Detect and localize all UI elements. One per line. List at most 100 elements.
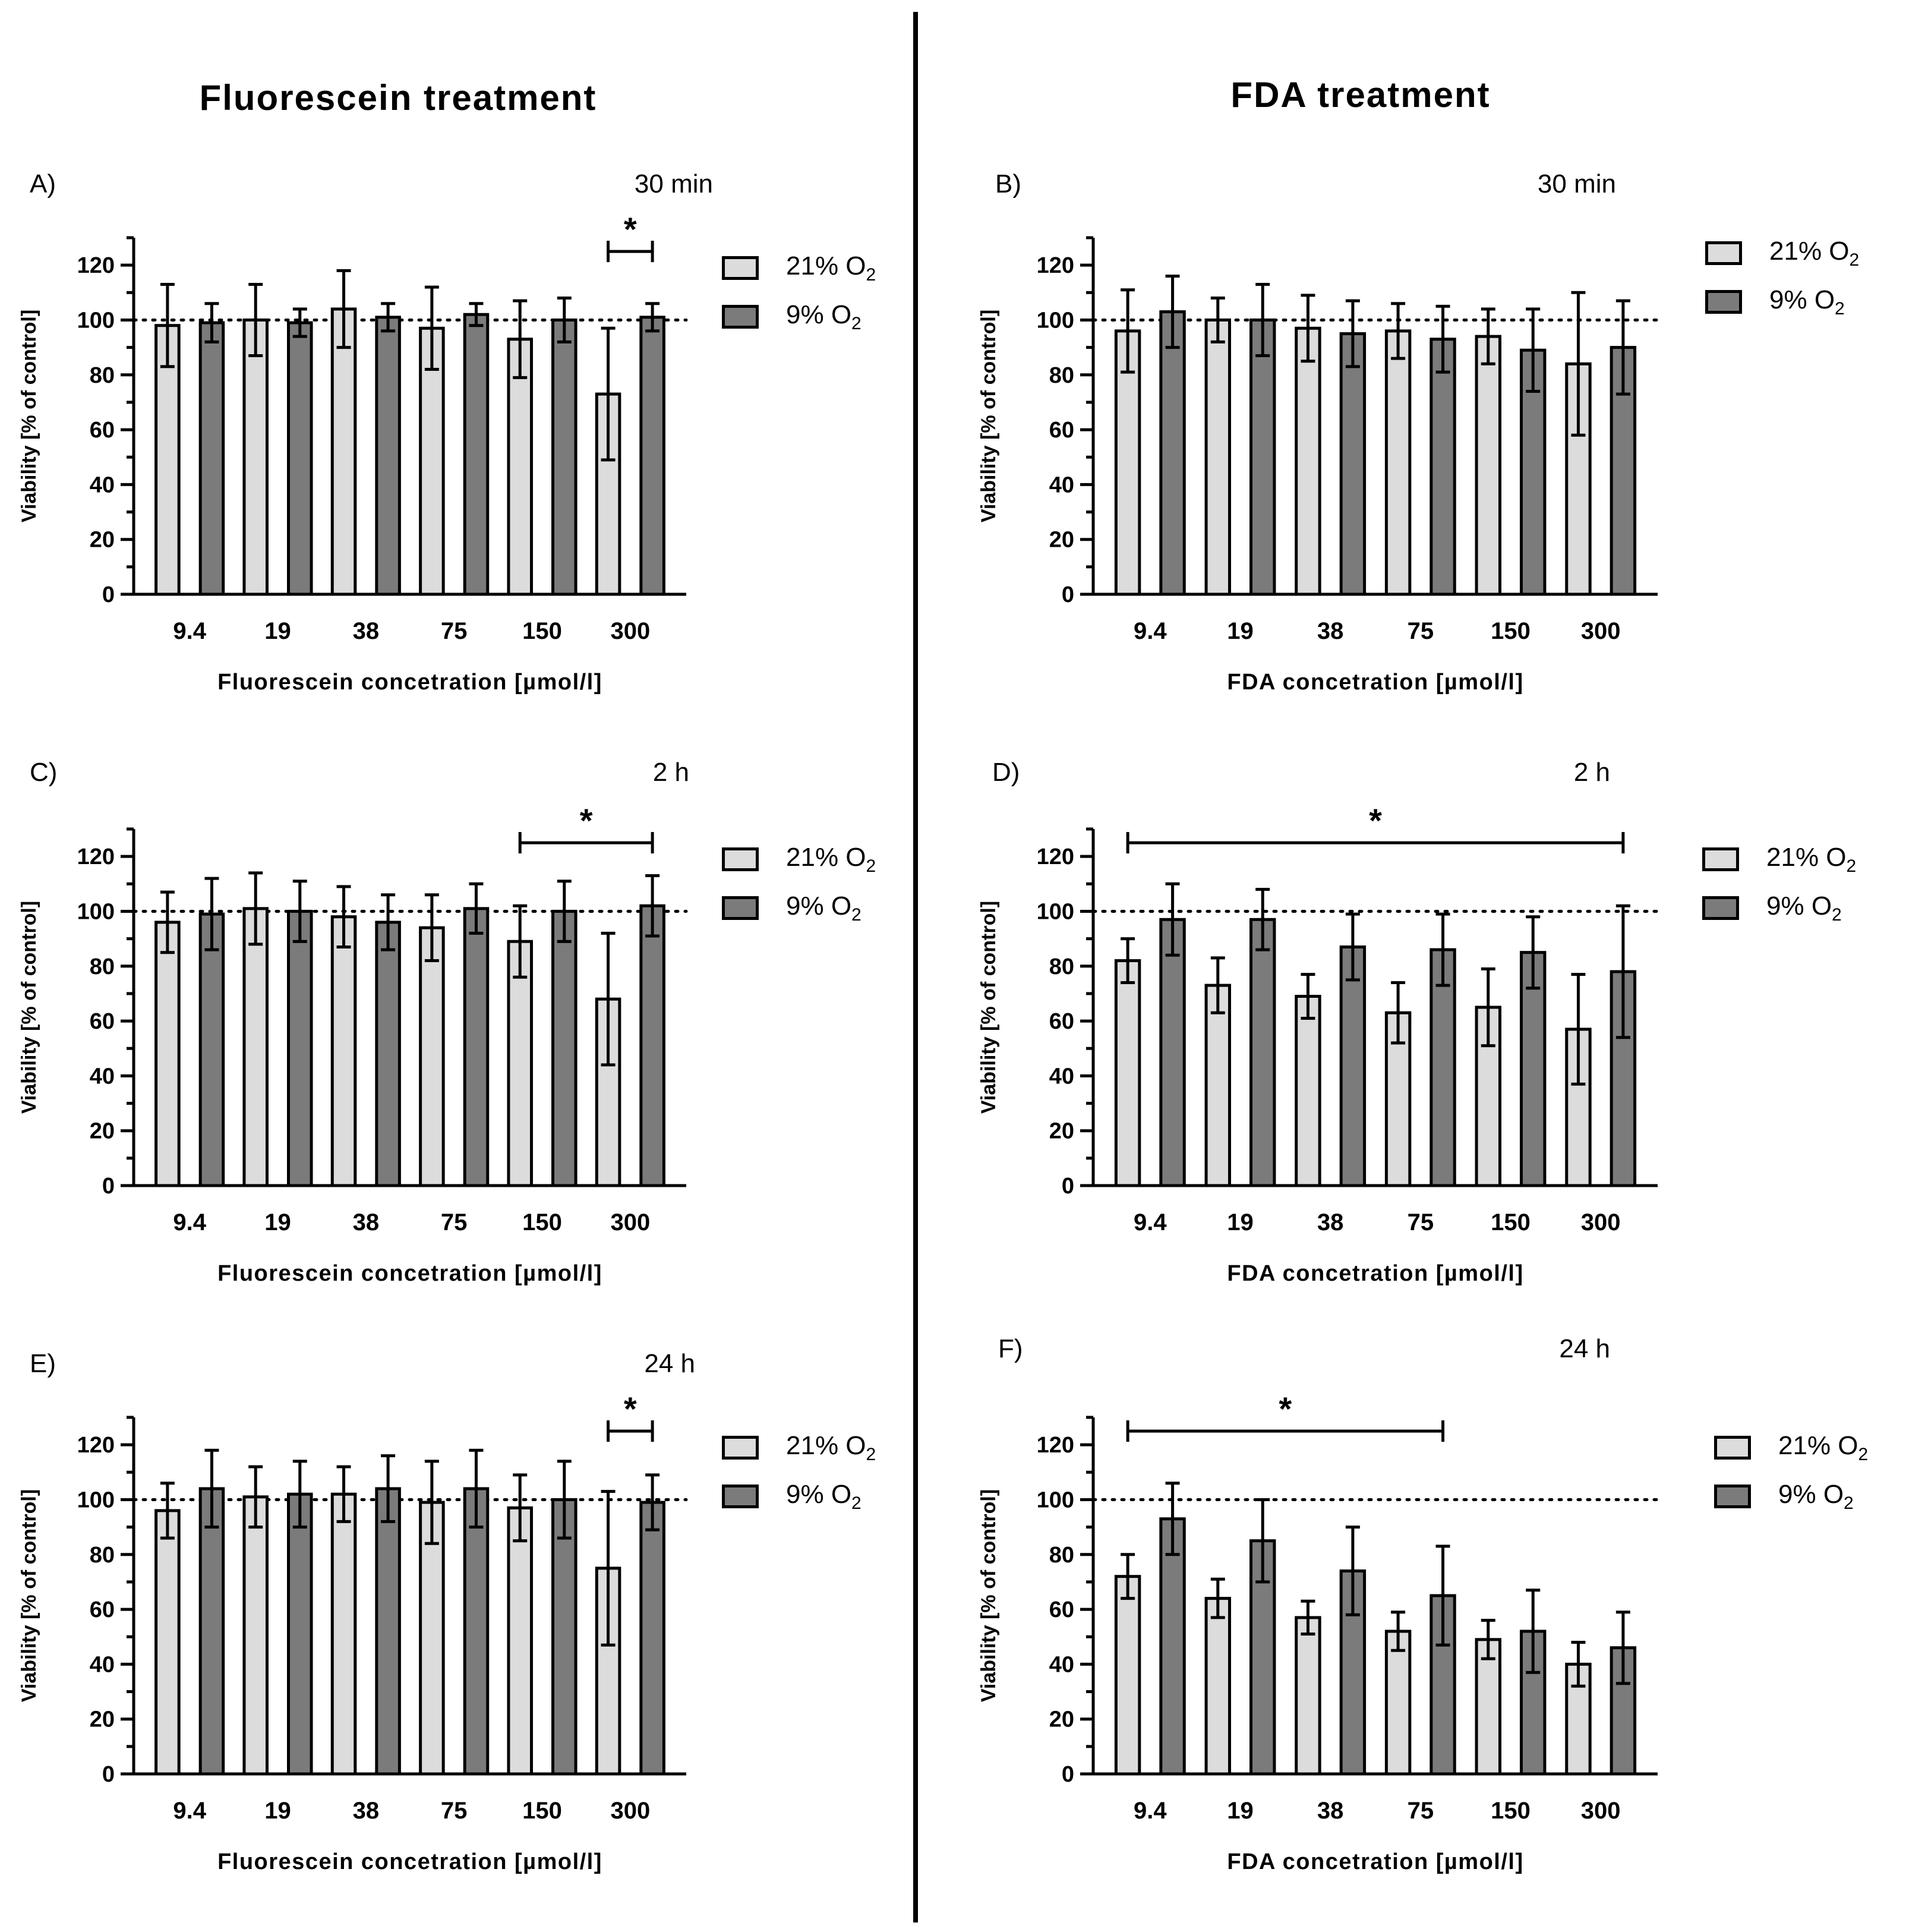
- x-tick-label: 9.4: [173, 618, 206, 644]
- y-tick-label: 120: [77, 844, 115, 869]
- x-tick-label: 38: [1317, 1209, 1344, 1236]
- x-tick-label: 75: [1408, 1209, 1434, 1236]
- x-tick-label: 300: [610, 1798, 650, 1824]
- x-tick-label: 19: [264, 1209, 291, 1236]
- bar-9pct-75: [1430, 338, 1456, 596]
- legend-swatch: [1702, 896, 1739, 920]
- legend-swatch: [1714, 1436, 1751, 1460]
- y-tick-label: 100: [77, 899, 115, 924]
- y-tick-label: 40: [1049, 1064, 1074, 1089]
- bar-21pct-19: [242, 318, 269, 596]
- legend-label: 21% O2: [786, 1430, 876, 1464]
- legend-swatch: [722, 847, 759, 871]
- y-axis-label: Viability [% of control]: [977, 901, 1000, 1114]
- legend: 21% O2 9% O2: [722, 1423, 876, 1521]
- y-tick-label: 120: [1037, 253, 1074, 278]
- bar-chart: 0 20 40 60 80 100 120 9.4 19 38 75 150 300 * Viability…: [18, 210, 688, 695]
- bar-9pct-75: [463, 313, 490, 596]
- y-tick-label: 60: [1049, 418, 1074, 443]
- bar-21pct-19: [242, 1495, 269, 1776]
- bar-9pct-38: [1339, 332, 1367, 596]
- significance-star: *: [580, 802, 593, 839]
- legend-swatch: [722, 896, 759, 920]
- x-tick-label: 75: [1408, 618, 1434, 644]
- x-tick-label: 150: [1491, 618, 1531, 644]
- bar-9pct-38: [375, 921, 401, 1187]
- bar-21pct-150: [507, 1506, 534, 1776]
- panel-letter: E): [30, 1349, 56, 1378]
- y-tick-label: 20: [90, 528, 115, 553]
- x-tick-label: 19: [1227, 618, 1254, 644]
- x-tick-label: 19: [1227, 1798, 1254, 1824]
- y-tick-label: 80: [1049, 1543, 1074, 1568]
- y-tick-label: 0: [1062, 1174, 1074, 1199]
- bar-9pct-38: [375, 1487, 401, 1776]
- legend-swatch: [1702, 847, 1739, 871]
- y-tick-label: 0: [102, 1174, 115, 1199]
- y-tick-label: 0: [1062, 1762, 1074, 1787]
- bar-chart: 0 20 40 60 80 100 120 9.4 19 38 75 150 300 * Viability…: [18, 802, 688, 1286]
- bar-21pct-38: [1295, 326, 1321, 596]
- bar-9pct-300: [639, 316, 665, 596]
- x-tick-label: 19: [1227, 1209, 1254, 1236]
- bar-9pct-150: [551, 1498, 578, 1776]
- bar-21pct-150: [507, 940, 534, 1187]
- bar-9pct-38: [375, 316, 401, 596]
- panel-time-label: 30 min: [1537, 169, 1616, 198]
- bar-21pct-9.4: [154, 1509, 181, 1776]
- y-tick-label: 60: [90, 1597, 115, 1622]
- y-axis-label: Viability [% of control]: [977, 1489, 1000, 1702]
- significance-star: *: [1279, 1390, 1292, 1427]
- x-axis-label: FDA concetration [µmol/l]: [1227, 1849, 1523, 1874]
- x-tick-label: 9.4: [1134, 618, 1167, 644]
- x-tick-label: 75: [441, 1798, 468, 1824]
- y-tick-label: 100: [77, 308, 115, 333]
- y-tick-label: 0: [102, 582, 115, 607]
- legend-entry: 21% O2: [722, 244, 876, 292]
- legend-label: 9% O2: [786, 300, 862, 333]
- x-tick-label: 75: [441, 618, 468, 644]
- x-tick-label: 75: [441, 1209, 468, 1236]
- chart-panel-0: A) 30 min 21% O2 9% O2 0 20 40 60 80 100 120 9.4 19 3…: [0, 143, 939, 737]
- legend: 21% O2 9% O2: [1705, 229, 1859, 326]
- x-tick-label: 150: [1491, 1798, 1531, 1824]
- legend: 21% O2 9% O2: [722, 835, 876, 932]
- legend-entry: 21% O2: [1705, 229, 1859, 278]
- bar-9pct-19: [287, 1492, 313, 1776]
- legend-swatch: [1714, 1485, 1751, 1508]
- bar-chart: 0 20 40 60 80 100 120 9.4 19 38 75 150 300 * Viability…: [18, 1390, 688, 1874]
- legend-label: 9% O2: [1778, 1479, 1854, 1513]
- bar-21pct-9.4: [154, 921, 181, 1187]
- y-tick-label: 40: [90, 1064, 115, 1089]
- bar-21pct-19: [1204, 1597, 1232, 1776]
- bar-21pct-9.4: [1114, 959, 1141, 1187]
- y-tick-label: 20: [1049, 528, 1074, 553]
- x-tick-label: 38: [353, 618, 380, 644]
- x-tick-label: 300: [1581, 618, 1621, 644]
- y-tick-label: 80: [90, 954, 115, 979]
- y-tick-label: 60: [90, 418, 115, 443]
- bar-9pct-9.4: [198, 1487, 225, 1776]
- panel-time-label: 2 h: [652, 758, 689, 787]
- bar-21pct-150: [1475, 335, 1501, 596]
- x-tick-label: 19: [264, 1798, 291, 1824]
- y-tick-label: 60: [1049, 1009, 1074, 1034]
- chart-panel-5: F) 24 h 21% O2 9% O2 0 20 40 60 80 100 120 9.4 19 38 7…: [963, 1322, 1901, 1917]
- y-axis-label: Viability [% of control]: [18, 901, 40, 1114]
- bar-9pct-150: [551, 318, 578, 596]
- bar-21pct-75: [1384, 329, 1412, 596]
- y-tick-label: 0: [102, 1762, 115, 1787]
- bar-21pct-38: [330, 307, 357, 596]
- legend-entry: 21% O2: [722, 835, 876, 884]
- panel-letter: F): [998, 1334, 1023, 1363]
- bar-9pct-75: [1430, 948, 1456, 1187]
- legend-swatch: [722, 1436, 759, 1460]
- legend-label: 9% O2: [786, 891, 862, 925]
- right-column-title: FDA treatment: [1230, 75, 1491, 115]
- legend-swatch: [1705, 290, 1742, 314]
- panel-letter: C): [30, 758, 58, 787]
- bar-chart: 0 20 40 60 80 100 120 9.4 19 38 75 150 300 * Viability…: [977, 1390, 1659, 1874]
- x-tick-label: 75: [1408, 1798, 1434, 1824]
- bar-21pct-38: [1295, 995, 1321, 1187]
- bar-9pct-9.4: [1159, 310, 1186, 596]
